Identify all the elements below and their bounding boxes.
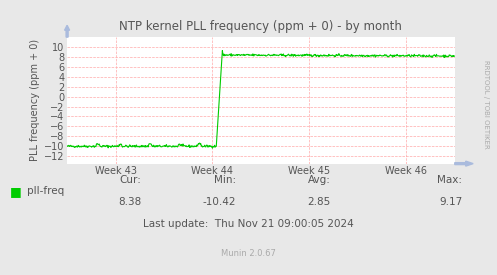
Text: Last update:  Thu Nov 21 09:00:05 2024: Last update: Thu Nov 21 09:00:05 2024 bbox=[143, 219, 354, 229]
Text: Min:: Min: bbox=[214, 175, 236, 185]
Text: 9.17: 9.17 bbox=[439, 197, 462, 207]
Text: RRDTOOL / TOBI OETIKER: RRDTOOL / TOBI OETIKER bbox=[483, 60, 489, 149]
Text: -10.42: -10.42 bbox=[203, 197, 236, 207]
Text: 2.85: 2.85 bbox=[307, 197, 331, 207]
Text: Cur:: Cur: bbox=[120, 175, 142, 185]
Text: pll-freq: pll-freq bbox=[27, 186, 65, 196]
Text: Munin 2.0.67: Munin 2.0.67 bbox=[221, 249, 276, 257]
Text: Max:: Max: bbox=[437, 175, 462, 185]
Text: 8.38: 8.38 bbox=[118, 197, 142, 207]
Title: NTP kernel PLL frequency (ppm + 0) - by month: NTP kernel PLL frequency (ppm + 0) - by … bbox=[119, 20, 403, 33]
Y-axis label: PLL frequency (ppm + 0): PLL frequency (ppm + 0) bbox=[30, 39, 40, 161]
Text: ■: ■ bbox=[10, 185, 22, 198]
Text: Avg:: Avg: bbox=[308, 175, 331, 185]
